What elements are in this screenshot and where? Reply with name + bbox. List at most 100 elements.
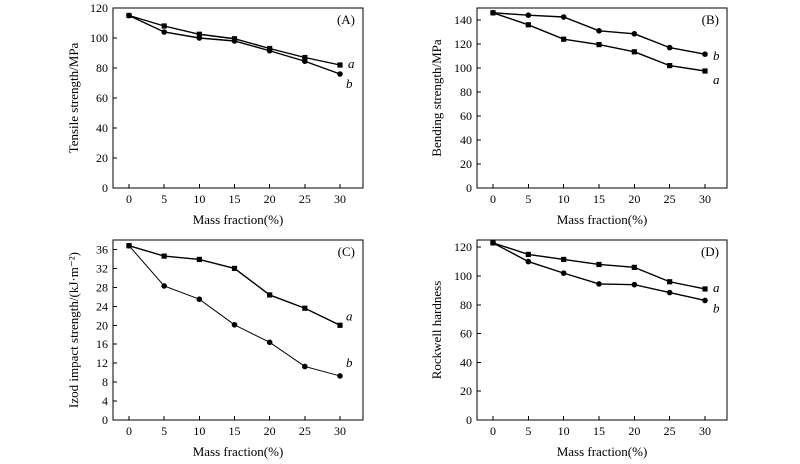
data-point-b (302, 363, 308, 370)
panel-label: (B) (702, 12, 719, 27)
y-tick-label: 28 (96, 280, 108, 294)
x-tick-label: 0 (490, 192, 496, 206)
panel-label: (A) (337, 12, 355, 27)
data-point-a (525, 22, 531, 28)
x-tick-label: 15 (229, 424, 241, 438)
data-point-b (266, 47, 273, 54)
x-tick-label: 15 (593, 192, 605, 206)
x-tick-label: 10 (193, 192, 205, 206)
series-line-a (128, 245, 341, 326)
y-tick-label: 40 (460, 355, 472, 369)
data-point-b (126, 242, 132, 249)
data-point-a (302, 305, 308, 311)
series-tag-b: b (346, 355, 353, 370)
y-tick-label: 20 (96, 151, 108, 165)
y-tick-label: 60 (96, 91, 108, 105)
y-axis-title: Rockwell hardness (429, 281, 444, 380)
y-tick-label: 80 (96, 61, 108, 75)
chart-panel-b: 0 5 10 15 20 25 30 0 20 40 60 80 100 120 140 Mass fract… (429, 7, 728, 227)
data-point-a (337, 322, 343, 328)
series-tag-a: a (346, 308, 353, 323)
data-point-a (267, 292, 273, 298)
x-tick-label: 20 (264, 424, 276, 438)
data-point-a (196, 31, 202, 37)
x-tick-label: 30 (334, 424, 346, 438)
data-point-a (302, 54, 308, 61)
series-tag-a: a (713, 280, 720, 295)
y-tick-label: 0 (102, 181, 108, 195)
data-point-b (161, 29, 167, 35)
y-tick-label: 40 (96, 121, 108, 135)
y-tick-label: 4 (102, 394, 108, 408)
x-tick-label: 30 (699, 424, 711, 438)
data-point-a (196, 256, 202, 263)
panel-label: (C) (338, 244, 355, 259)
y-tick-label: 140 (454, 13, 472, 27)
x-axis-title: Mass fraction(%) (557, 212, 648, 227)
data-point-b (596, 281, 602, 287)
y-tick-label: 24 (96, 299, 108, 313)
y-axis-title: Bending strength/MPa (429, 39, 444, 157)
data-point-b (666, 44, 673, 51)
data-point-b (196, 296, 203, 303)
x-tick-label: 25 (664, 192, 676, 206)
series-line-a (492, 12, 706, 72)
plot-frame (476, 239, 728, 421)
x-tick-label: 5 (161, 424, 167, 438)
y-tick-label: 12 (96, 356, 108, 370)
data-point-a (525, 251, 531, 257)
data-point-b (490, 240, 496, 246)
data-point-b (161, 283, 167, 289)
data-point-a (231, 265, 238, 272)
y-tick-label: 0 (102, 413, 108, 427)
data-point-b (302, 58, 308, 65)
series-line-b (492, 242, 706, 302)
x-tick-label: 10 (193, 424, 205, 438)
y-axis-title: Tensile strength/MPa (66, 42, 81, 153)
x-tick-label: 25 (299, 424, 311, 438)
data-point-a (631, 264, 637, 270)
x-tick-label: 25 (299, 192, 311, 206)
y-tick-label: 120 (454, 37, 472, 51)
data-point-a (337, 62, 343, 68)
y-tick-label: 100 (454, 269, 472, 283)
y-tick-label: 80 (460, 85, 472, 99)
chart-panel-d: 0 5 10 15 20 25 30 0 20 40 60 80 100 120 Mass fraction… (429, 239, 728, 459)
data-point-a (596, 42, 602, 48)
data-point-b (231, 38, 238, 44)
y-tick-label: 60 (460, 327, 472, 341)
x-tick-label: 20 (628, 192, 640, 206)
x-tick-label: 15 (229, 192, 241, 206)
x-axis-title: Mass fraction(%) (193, 212, 284, 227)
x-tick-label: 5 (525, 424, 531, 438)
x-tick-label: 30 (699, 192, 711, 206)
chart-panel-c: 0 5 10 15 20 25 30 0 4 8 12 16 20 24 28 32 36 Mass fracti… (66, 239, 364, 459)
x-axis-title: Mass fraction(%) (557, 444, 648, 459)
y-tick-label: 32 (96, 261, 108, 275)
x-tick-label: 10 (558, 424, 570, 438)
data-point-a (631, 49, 637, 55)
series-tag-a: a (348, 56, 355, 71)
x-tick-label: 0 (126, 192, 132, 206)
y-tick-label: 0 (466, 181, 472, 195)
data-point-a (596, 261, 602, 268)
data-point-b (126, 12, 132, 19)
x-tick-label: 20 (628, 424, 640, 438)
y-tick-label: 120 (90, 1, 108, 15)
x-axis-title: Mass fraction(%) (193, 444, 284, 459)
data-point-a (702, 68, 708, 74)
data-point-b (666, 289, 673, 296)
x-tick-label: 5 (161, 192, 167, 206)
data-point-b (596, 28, 602, 34)
data-point-b (196, 35, 203, 41)
data-point-a (561, 256, 567, 263)
x-tick-label: 15 (593, 424, 605, 438)
y-tick-label: 100 (454, 61, 472, 75)
x-tick-label: 0 (490, 424, 496, 438)
y-tick-label: 36 (96, 242, 108, 256)
x-tick-label: 25 (664, 424, 676, 438)
data-point-b (490, 10, 496, 16)
data-point-b (631, 281, 638, 288)
y-tick-label: 0 (466, 413, 472, 427)
